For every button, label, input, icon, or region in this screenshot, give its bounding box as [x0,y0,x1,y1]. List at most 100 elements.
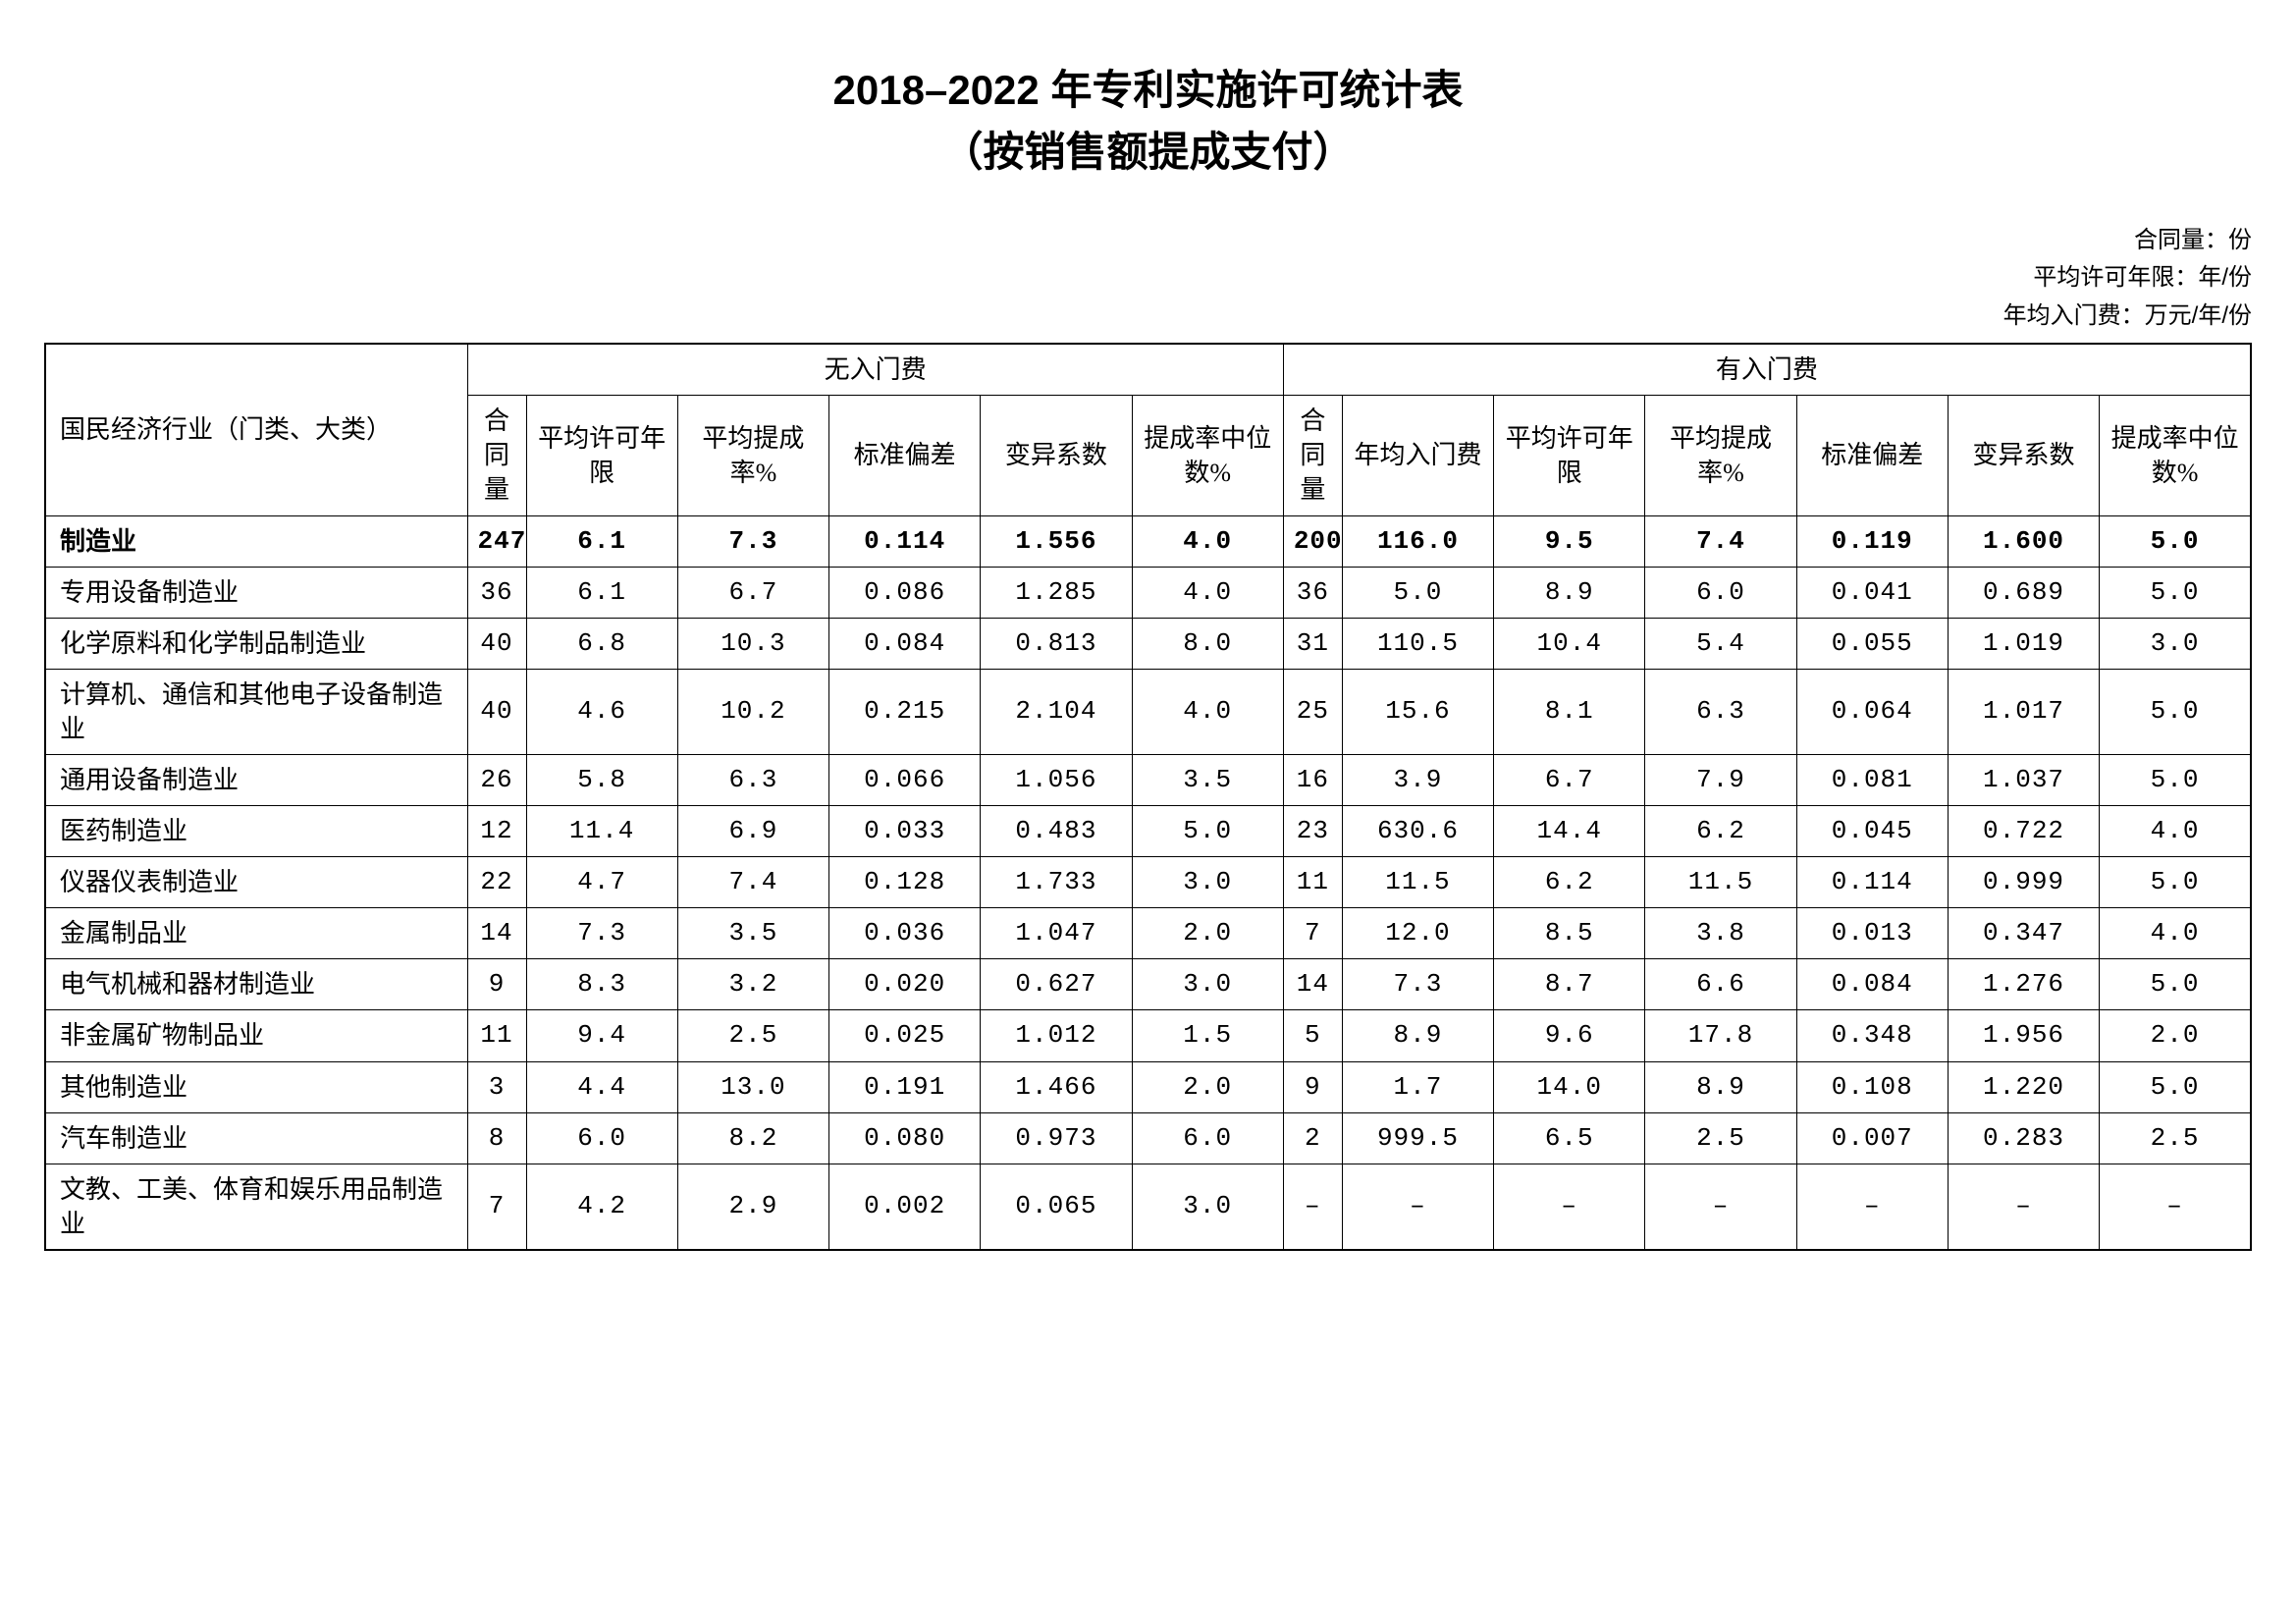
cell-e_qty: 7 [1283,908,1342,959]
cell-e_fee: 15.6 [1342,669,1493,754]
table-row: 制造业2476.17.30.1141.5564.0200116.09.57.40… [45,515,2251,567]
header-e-cv: 变异系数 [1948,396,2099,515]
cell-n_sd: 0.086 [829,567,981,618]
cell-e_qty: 16 [1283,755,1342,806]
cell-e_fee: 999.5 [1342,1112,1493,1164]
cell-e_yrs: 8.9 [1494,567,1645,618]
cell-e_rate: 11.5 [1645,857,1796,908]
cell-e_sd: 0.108 [1796,1061,1948,1112]
table-row: 计算机、通信和其他电子设备制造业404.610.20.2152.1044.025… [45,669,2251,754]
row-industry-label: 文教、工美、体育和娱乐用品制造业 [45,1164,467,1250]
cell-e_rate: 17.8 [1645,1010,1796,1061]
cell-n_rate: 2.9 [677,1164,828,1250]
cell-n_sd: 0.036 [829,908,981,959]
cell-n_cv: 1.056 [981,755,1132,806]
cell-n_med: 3.0 [1132,959,1283,1010]
cell-e_rate: 2.5 [1645,1112,1796,1164]
cell-e_med: 5.0 [2100,857,2251,908]
cell-e_fee: 11.5 [1342,857,1493,908]
cell-e_med: 4.0 [2100,908,2251,959]
row-industry-label: 仪器仪表制造业 [45,857,467,908]
cell-n_yrs: 8.3 [526,959,677,1010]
cell-e_fee: 630.6 [1342,806,1493,857]
cell-e_fee: 5.0 [1342,567,1493,618]
row-industry-label: 其他制造业 [45,1061,467,1112]
cell-n_yrs: 11.4 [526,806,677,857]
header-e-qty: 合同量 [1283,396,1342,515]
cell-n_med: 5.0 [1132,806,1283,857]
cell-n_qty: 26 [467,755,526,806]
cell-n_sd: 0.084 [829,618,981,669]
cell-n_med: 3.5 [1132,755,1283,806]
cell-n_cv: 2.104 [981,669,1132,754]
cell-n_yrs: 6.8 [526,618,677,669]
row-industry-label: 电气机械和器材制造业 [45,959,467,1010]
cell-e_qty: 5 [1283,1010,1342,1061]
cell-e_yrs: 8.7 [1494,959,1645,1010]
row-industry-label: 金属制品业 [45,908,467,959]
cell-e_med: 5.0 [2100,959,2251,1010]
unit-line-2: 平均许可年限：年/份 [44,259,2252,297]
cell-e_cv: – [1948,1164,2099,1250]
cell-e_yrs: 14.0 [1494,1061,1645,1112]
cell-n_cv: 0.483 [981,806,1132,857]
cell-e_yrs: 8.1 [1494,669,1645,754]
cell-e_yrs: 10.4 [1494,618,1645,669]
cell-e_yrs: 9.5 [1494,515,1645,567]
cell-e_cv: 1.017 [1948,669,2099,754]
cell-n_sd: 0.080 [829,1112,981,1164]
cell-n_cv: 1.047 [981,908,1132,959]
cell-e_sd: 0.084 [1796,959,1948,1010]
cell-e_qty: 11 [1283,857,1342,908]
cell-n_med: 2.0 [1132,908,1283,959]
cell-n_qty: 7 [467,1164,526,1250]
cell-e_med: – [2100,1164,2251,1250]
row-industry-label: 医药制造业 [45,806,467,857]
title-line-1: 2018–2022 年专利实施许可统计表 [833,67,1464,113]
cell-n_yrs: 4.6 [526,669,677,754]
cell-n_yrs: 5.8 [526,755,677,806]
cell-e_cv: 0.999 [1948,857,2099,908]
stats-table: 国民经济行业（门类、大类） 无入门费 有入门费 合同量 平均许可年限 平均提成率… [44,343,2252,1251]
cell-n_med: 4.0 [1132,669,1283,754]
cell-e_fee: 3.9 [1342,755,1493,806]
cell-e_sd: 0.064 [1796,669,1948,754]
cell-n_med: 6.0 [1132,1112,1283,1164]
cell-e_fee: 8.9 [1342,1010,1493,1061]
cell-e_yrs: 9.6 [1494,1010,1645,1061]
cell-n_cv: 1.012 [981,1010,1132,1061]
cell-e_fee: 110.5 [1342,618,1493,669]
cell-n_sd: 0.066 [829,755,981,806]
cell-n_sd: 0.020 [829,959,981,1010]
cell-e_cv: 1.956 [1948,1010,2099,1061]
cell-n_rate: 6.9 [677,806,828,857]
cell-n_yrs: 6.1 [526,515,677,567]
cell-e_fee: 116.0 [1342,515,1493,567]
cell-n_med: 3.0 [1132,1164,1283,1250]
cell-e_yrs: – [1494,1164,1645,1250]
cell-n_sd: 0.128 [829,857,981,908]
unit-line-3: 年均入门费：万元/年/份 [44,298,2252,335]
title-line-2: （按销售额提成支付） [941,129,1354,175]
cell-n_yrs: 7.3 [526,908,677,959]
cell-n_qty: 14 [467,908,526,959]
cell-e_sd: 0.007 [1796,1112,1948,1164]
cell-e_qty: 9 [1283,1061,1342,1112]
cell-n_yrs: 4.7 [526,857,677,908]
cell-e_rate: 6.2 [1645,806,1796,857]
cell-e_med: 2.0 [2100,1010,2251,1061]
cell-n_rate: 3.5 [677,908,828,959]
cell-e_qty: 2 [1283,1112,1342,1164]
cell-n_qty: 11 [467,1010,526,1061]
cell-e_cv: 1.600 [1948,515,2099,567]
cell-n_rate: 2.5 [677,1010,828,1061]
header-e-yrs: 平均许可年限 [1494,396,1645,515]
cell-n_med: 8.0 [1132,618,1283,669]
cell-n_cv: 1.556 [981,515,1132,567]
table-row: 电气机械和器材制造业98.33.20.0200.6273.0147.38.76.… [45,959,2251,1010]
cell-e_rate: 6.0 [1645,567,1796,618]
cell-e_med: 5.0 [2100,669,2251,754]
cell-e_med: 5.0 [2100,515,2251,567]
cell-n_qty: 8 [467,1112,526,1164]
cell-e_cv: 0.283 [1948,1112,2099,1164]
